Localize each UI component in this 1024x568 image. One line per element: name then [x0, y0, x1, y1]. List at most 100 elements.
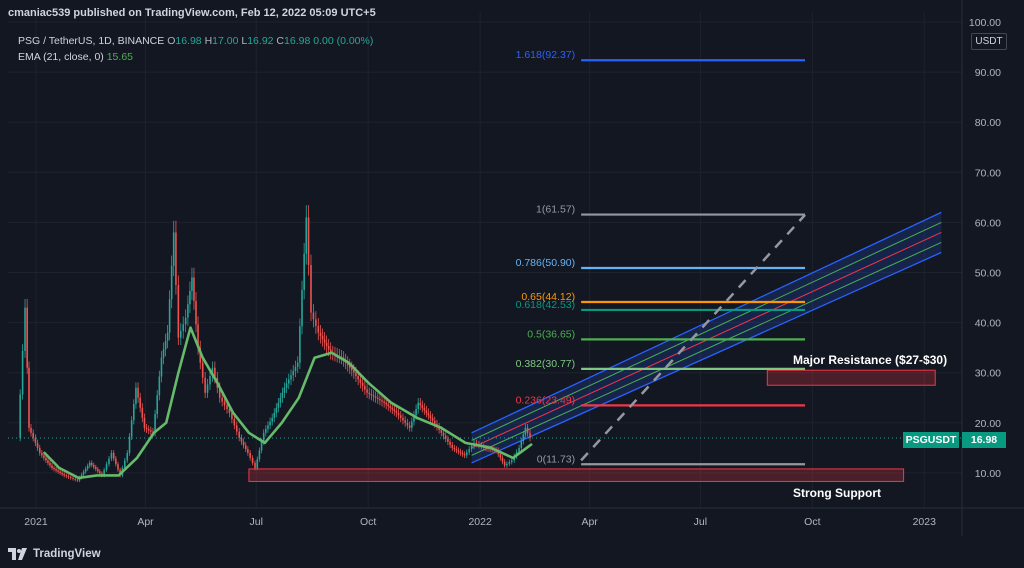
candle-body [164, 340, 167, 350]
candle-body [244, 445, 247, 450]
candle-body [168, 299, 171, 333]
candle-body [376, 397, 379, 400]
fib-level-label: 0.236(23.49) [516, 394, 576, 406]
candle-body [391, 407, 394, 410]
fib-level-label: 0.382(30.77) [516, 358, 576, 370]
tradingview-logo-icon [8, 548, 27, 560]
candle-body [69, 477, 72, 478]
candle-body [526, 427, 529, 433]
x-tick-label: Oct [360, 516, 376, 528]
candle-body [383, 401, 385, 403]
candle-body [294, 366, 297, 372]
candle-body [296, 362, 299, 367]
x-tick-label: Apr [581, 516, 598, 528]
candle-body [510, 460, 513, 463]
candle-body [226, 405, 228, 410]
x-tick-label: 2021 [24, 516, 48, 528]
candle-body [228, 409, 231, 413]
ema-label[interactable]: EMA (21, close, 0) [18, 51, 104, 63]
candle-body [455, 449, 458, 451]
candle-body [277, 402, 280, 408]
candle-body [503, 461, 506, 466]
candle-body [154, 414, 156, 433]
currency-button[interactable]: USDT [971, 33, 1007, 50]
candle-body [395, 411, 398, 413]
candle-body [260, 441, 263, 451]
candle-body [303, 253, 305, 291]
candle-body [485, 447, 487, 449]
candle-body [370, 394, 373, 396]
candle-body [397, 412, 400, 416]
candle-body [221, 397, 223, 402]
candle-body [359, 379, 362, 383]
candle-body [233, 419, 236, 426]
footer-brand: TradingView [8, 548, 101, 560]
candle-body [265, 429, 267, 433]
zone-support [248, 468, 905, 482]
candle-body [451, 444, 454, 448]
candle-body [247, 449, 249, 453]
open-label: O [167, 35, 176, 47]
candle-body [292, 371, 295, 376]
candle-body [440, 429, 443, 433]
channel-inner [471, 241, 942, 456]
candle-body [411, 421, 413, 428]
candle-body [238, 431, 240, 438]
candle-body [191, 277, 193, 291]
candle-body [315, 319, 317, 326]
x-tick-label: Oct [804, 516, 820, 528]
ema-polyline [43, 326, 533, 480]
candle-body [206, 384, 209, 393]
y-tick-label: 100.00 [969, 17, 1001, 29]
candle-body [74, 478, 77, 480]
candle-body [327, 346, 330, 350]
candle-body [310, 265, 312, 313]
candle-body [38, 447, 41, 453]
low-label: L [241, 35, 248, 47]
candle-body [61, 472, 63, 475]
candle-body [49, 462, 51, 466]
candle-body [379, 399, 381, 401]
candle-body [103, 469, 105, 476]
candle-body [21, 351, 24, 395]
candle-body [105, 464, 108, 470]
candle-body [301, 290, 303, 327]
y-tick-label: 20.00 [975, 418, 1001, 430]
candle-body [189, 290, 191, 305]
candle-body [41, 452, 43, 456]
y-tick-label: 40.00 [975, 318, 1001, 330]
candle-body [387, 404, 390, 407]
candle-body [187, 304, 189, 318]
candle-body [147, 429, 150, 431]
candle-body [258, 450, 261, 460]
candle-body [160, 357, 163, 377]
candle-body [402, 417, 404, 421]
candle-body [130, 420, 133, 437]
x-tick-label: Apr [137, 516, 154, 528]
candle-body [364, 386, 366, 390]
candle-body [404, 420, 406, 423]
candle-body [53, 467, 55, 470]
candle-body [463, 454, 466, 456]
candle-body [110, 452, 113, 459]
candle-body [254, 462, 256, 468]
candle-body [108, 458, 110, 465]
symbol-label[interactable]: PSG / TetherUS, 1D, BINANCE [18, 35, 165, 47]
candle-body [184, 317, 187, 325]
candle-body [256, 459, 259, 468]
fibonacci-levels: 0(11.73) 0.236(23.49) 0.382(30.77) 0.5(36.6… [516, 49, 806, 466]
y-tick-label: 50.00 [975, 268, 1001, 280]
ema-line [43, 326, 533, 480]
candle-body [350, 367, 353, 371]
candle-body [524, 427, 527, 435]
candle-body [112, 452, 115, 459]
candle-body [179, 330, 182, 338]
candle-body [124, 460, 126, 468]
y-tick-label: 10.00 [975, 468, 1001, 480]
candle-body [319, 332, 322, 336]
candle-body [156, 395, 159, 415]
candle-body [406, 422, 409, 426]
close-label: C [276, 35, 285, 47]
projection-line [580, 214, 806, 462]
